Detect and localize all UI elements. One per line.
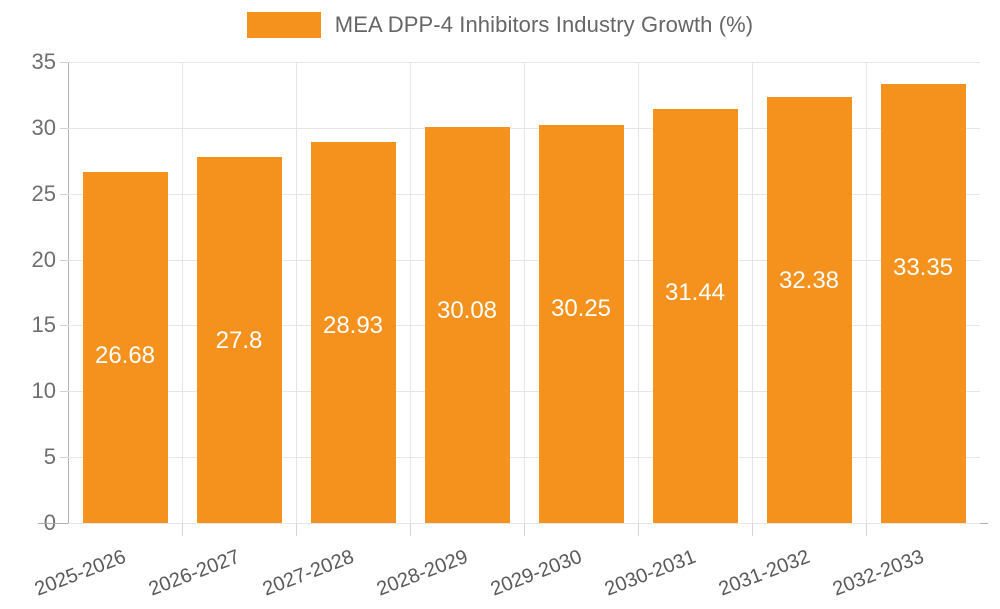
gridline-vertical [524,62,525,523]
bar-value-label: 27.8 [215,326,263,354]
y-axis-tick-mark [60,127,68,129]
y-axis: 0 5 10 15 20 25 30 35 [0,0,68,600]
y-axis-tick-label: 20 [31,246,56,272]
gridline-vertical [296,62,297,523]
bar[interactable] [424,126,510,523]
y-axis-tick-label: 35 [31,49,56,74]
x-axis-tick-mark [866,524,867,536]
y-axis-tick-mark [60,391,68,393]
x-axis-tick-mark [638,524,639,536]
bar[interactable] [310,141,396,523]
bar-value-label: 26.68 [94,341,156,369]
y-axis-tick-label: 5 [43,444,56,470]
y-axis-tick-mark [60,325,68,327]
bar[interactable] [196,156,282,523]
x-axis-tick-mark [182,524,183,536]
gridline-vertical [866,62,867,523]
y-axis-tick-label: 10 [31,378,56,404]
bar-value-label: 32.38 [778,266,840,294]
bar-value-label: 30.25 [550,294,612,322]
bar-value-label: 31.44 [664,278,726,306]
y-axis-tick-label: 30 [31,114,56,140]
y-axis-tick-mark [60,457,68,459]
bar[interactable] [538,124,624,523]
legend-item-series-0[interactable]: MEA DPP-4 Inhibitors Industry Growth (%) [246,12,754,38]
gridline-vertical [410,62,411,523]
gridline-horizontal [68,523,980,524]
bar[interactable] [82,171,168,523]
x-axis-tick-mark [524,524,525,536]
legend-label: MEA DPP-4 Inhibitors Industry Growth (%) [334,12,754,37]
x-axis-tick-mark [296,524,297,536]
y-axis-line [68,62,69,524]
y-axis-tick-mark [60,193,68,195]
gridline-vertical [638,62,639,523]
bar[interactable] [652,108,738,523]
y-axis-tick-label: 15 [31,312,56,338]
y-axis-tick-mark [60,62,68,63]
legend-color-swatch-icon [246,12,321,38]
x-axis-tick-mark [752,524,753,536]
x-axis-tick-mark [410,524,411,536]
bar-value-label: 33.35 [892,253,954,281]
y-axis-tick-label: 25 [31,180,56,206]
chart-legend: MEA DPP-4 Inhibitors Industry Growth (%) [0,12,1000,38]
gridline-vertical [752,62,753,523]
plot-area: 26.68 27.8 28.93 30.08 30.25 31.44 32.38 33.35 [68,62,980,524]
bar[interactable] [880,83,966,523]
bar[interactable] [766,96,852,523]
y-axis-tick-label: 0 [43,510,56,535]
bar-value-label: 28.93 [322,311,384,339]
bar-value-label: 30.08 [436,296,498,324]
y-axis-tick-mark [60,259,68,261]
gridline-vertical [182,62,183,523]
